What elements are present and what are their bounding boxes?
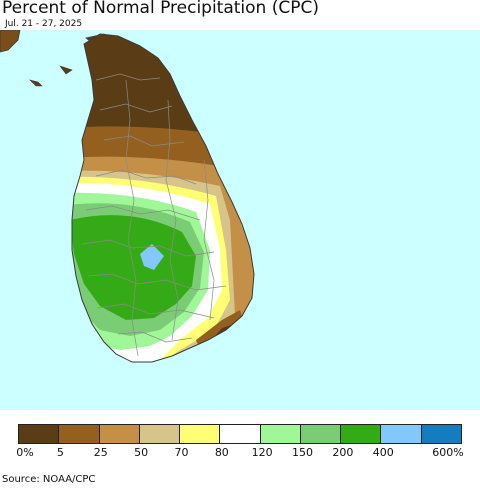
legend-label: 80 [214,446,229,459]
district-boundaries [81,73,227,357]
legend-swatch [19,425,60,443]
legend-label: 200 [332,446,354,459]
legend-label: 400 [372,446,394,459]
precipitation-map [0,30,480,410]
legend-swatch [99,425,140,443]
map-title: Percent of Normal Precipitation (CPC) [2,0,319,18]
color-legend [18,424,462,444]
legend-swatch [59,425,100,443]
legend-swatch [139,425,181,443]
legend-swatch [341,425,382,443]
legend-swatch [220,425,261,443]
legend-label: 0% [16,446,34,459]
legend-swatch [260,425,301,443]
island-outline [71,33,255,363]
legend-label: 5 [56,446,64,459]
source-credit: Source: NOAA/CPC [2,474,96,485]
legend-label: 70 [174,446,189,459]
legend-swatch [421,425,461,443]
legend-swatch [180,425,221,443]
legend-swatch [300,425,342,443]
legend-labels: 0% 5 25 50 70 80 120 150 200 400 600% [0,446,480,460]
legend-label: 150 [292,446,314,459]
legend-label: 50 [134,446,149,459]
legend-swatch [381,425,422,443]
legend-label: 120 [251,446,273,459]
legend-label: 25 [93,446,108,459]
legend-label: 600% [432,446,464,459]
date-range: Jul. 21 - 27, 2025 [5,19,83,29]
